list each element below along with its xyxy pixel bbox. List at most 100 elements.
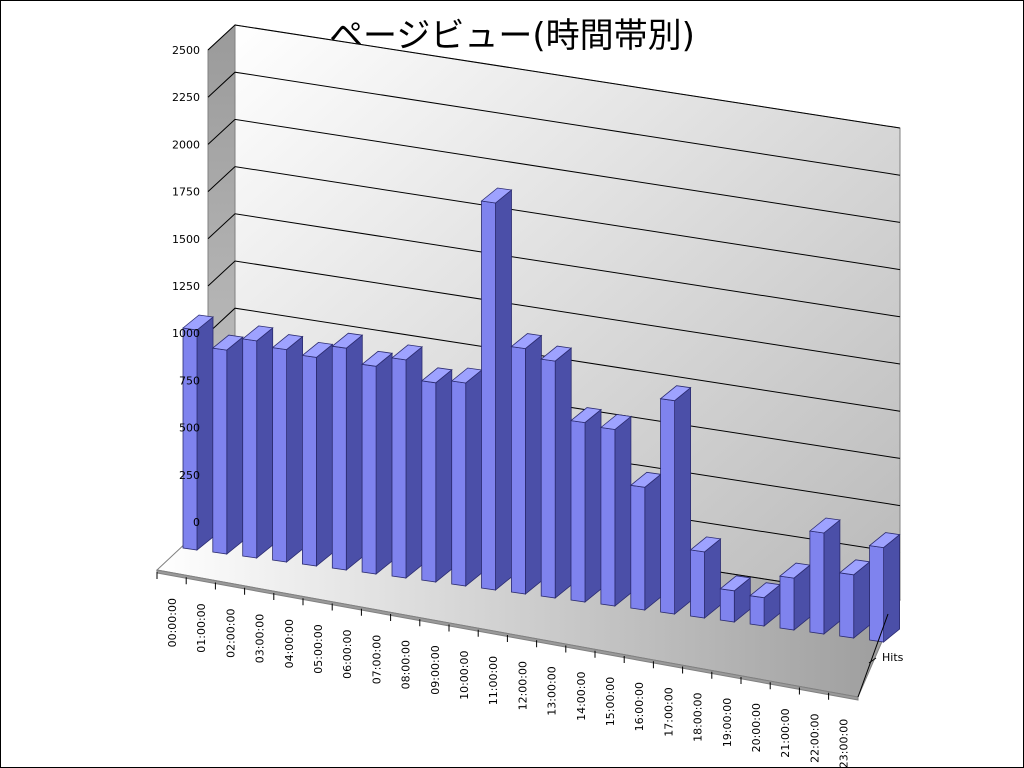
y-tick-label: 0 xyxy=(193,516,200,529)
bar-front xyxy=(331,345,347,571)
x-tick-label: 16:00:00 xyxy=(633,682,646,731)
gridline-2000 xyxy=(207,118,901,223)
gridline-1500 xyxy=(207,213,901,318)
x-tick-label: 14:00:00 xyxy=(575,672,588,721)
bar-top xyxy=(868,532,901,549)
y-tick-label: 750 xyxy=(179,374,200,387)
bar-01:00:00 xyxy=(211,334,244,555)
bar-02:00:00 xyxy=(241,325,274,559)
bar-front xyxy=(630,484,646,611)
bar-top xyxy=(211,334,244,351)
bar-front xyxy=(809,530,825,635)
bar-front xyxy=(869,545,884,643)
bar-03:00:00 xyxy=(271,334,304,563)
x-tick-label: 01:00:00 xyxy=(195,603,208,652)
bar-front xyxy=(570,420,586,603)
bar-front xyxy=(690,549,705,619)
bar-side xyxy=(674,386,691,615)
x-tick-label: 07:00:00 xyxy=(370,635,383,684)
gridline-1750 xyxy=(207,166,901,271)
bar-front xyxy=(301,354,317,567)
bar-side xyxy=(614,415,632,607)
bar-front xyxy=(540,358,556,599)
y-tick-label: 2000 xyxy=(172,138,200,151)
bar-top xyxy=(271,334,304,351)
bar-side xyxy=(435,368,453,583)
x-tick-label: 23:00:00 xyxy=(838,719,851,768)
depth-axis xyxy=(857,613,889,698)
x-tick-label: 19:00:00 xyxy=(721,698,734,747)
bar-14:00:00 xyxy=(599,414,632,607)
bar-front xyxy=(212,347,228,555)
bar-22:00:00 xyxy=(838,559,871,639)
gridline-1000 xyxy=(207,307,901,412)
bar-front xyxy=(719,588,735,623)
bar-front xyxy=(510,346,526,595)
x-tick-label: 02:00:00 xyxy=(224,609,237,658)
x-tick-label: 18:00:00 xyxy=(692,693,705,742)
x-tick-label: 21:00:00 xyxy=(779,708,792,757)
bar-05:00:00 xyxy=(331,332,364,571)
x-tick-label: 17:00:00 xyxy=(662,687,675,736)
bar-front xyxy=(242,338,258,559)
bar-side xyxy=(704,538,721,619)
bar-side xyxy=(345,334,363,571)
bar-10:00:00 xyxy=(480,187,513,591)
x-tick-label: 10:00:00 xyxy=(458,651,471,700)
bar-top xyxy=(241,325,274,342)
x-tick-label: 13:00:00 xyxy=(546,666,559,715)
bar-04:00:00 xyxy=(301,341,334,567)
bar-side xyxy=(644,473,662,611)
bar-front xyxy=(660,398,675,615)
bar-top xyxy=(599,414,632,430)
x-tick-label: 11:00:00 xyxy=(487,656,500,705)
bar-00:00:00 xyxy=(182,314,214,551)
bar-top xyxy=(719,575,752,592)
bar-side xyxy=(375,352,393,575)
y-tick-label: 1500 xyxy=(172,233,200,246)
y-tick-label: 1000 xyxy=(172,327,200,340)
x-tick-label: 20:00:00 xyxy=(750,703,763,752)
bar-side xyxy=(465,369,483,587)
bar-06:00:00 xyxy=(361,350,394,575)
bar-top xyxy=(510,333,543,350)
bar-21:00:00 xyxy=(808,517,841,635)
bar-front xyxy=(421,380,437,583)
bar-19:00:00 xyxy=(749,582,782,627)
y-tick-label: 2500 xyxy=(172,44,200,57)
bar-side xyxy=(226,336,244,555)
bar-side xyxy=(495,189,512,591)
bar-top xyxy=(361,350,394,367)
bar-side xyxy=(315,343,333,567)
bar-top xyxy=(808,517,841,534)
gridline-2500 xyxy=(207,24,901,129)
bar-front xyxy=(779,575,795,631)
bar-top xyxy=(420,367,453,384)
y-tick-label: 1750 xyxy=(172,186,200,199)
x-tick-label: 03:00:00 xyxy=(254,614,267,663)
y-tick-label: 500 xyxy=(179,422,200,435)
bar-13:00:00 xyxy=(570,407,602,603)
gridline-1250 xyxy=(207,260,901,365)
bar-12:00:00 xyxy=(540,345,573,599)
y-tick-label: 250 xyxy=(179,469,200,482)
bar-side xyxy=(823,519,841,635)
bar-17:00:00 xyxy=(689,536,722,619)
bar-11:00:00 xyxy=(510,333,543,595)
bar-top xyxy=(480,187,513,204)
bar-front xyxy=(451,380,467,587)
bar-side xyxy=(525,334,542,595)
x-tick-label: 04:00:00 xyxy=(283,619,296,668)
bar-front xyxy=(361,363,377,575)
bar-side xyxy=(584,408,602,603)
x-tick-label: 00:00:00 xyxy=(166,598,179,647)
depth-tick-mark xyxy=(868,657,877,664)
y-tick-label: 1250 xyxy=(172,280,200,293)
bar-front xyxy=(600,427,616,607)
bar-top xyxy=(659,385,692,402)
bar-front xyxy=(272,347,288,563)
bar-side xyxy=(405,346,423,579)
y-tick-label: 2250 xyxy=(172,91,200,104)
bar-23:00:00 xyxy=(868,532,901,643)
bar-front xyxy=(749,595,765,627)
